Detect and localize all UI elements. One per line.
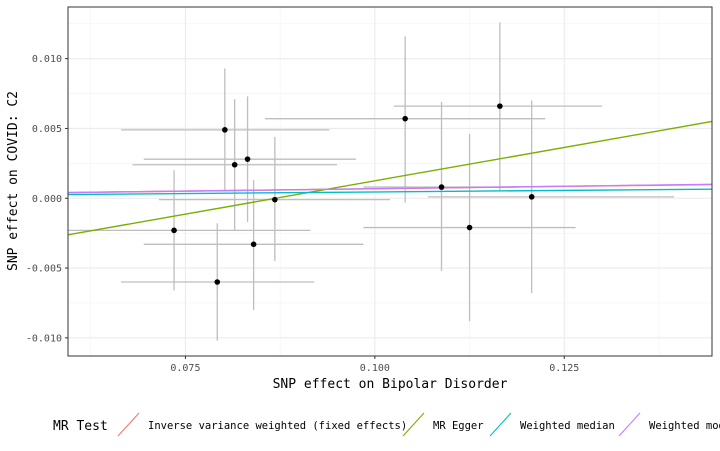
- x-axis-title: SNP effect on Bipolar Disorder: [273, 377, 508, 392]
- data-point: [244, 156, 251, 162]
- data-point: [250, 241, 257, 248]
- y-tick-label: 0.000: [32, 194, 62, 205]
- data-point: [402, 115, 408, 122]
- data-point: [497, 103, 503, 109]
- x-tick-label: 0.125: [549, 363, 579, 374]
- data-point: [214, 279, 221, 285]
- data-points: [171, 103, 535, 285]
- data-point: [171, 227, 177, 234]
- x-tick-label: 0.075: [170, 363, 200, 374]
- plot-panel: [68, 7, 712, 356]
- legend: Inverse variance weighted (fixed effects…: [117, 412, 720, 437]
- legend-key: [618, 412, 641, 437]
- data-point: [466, 224, 473, 231]
- legend-key: [402, 412, 425, 437]
- regression-line: [67, 120, 713, 236]
- data-point: [272, 196, 278, 203]
- y-tick-label: -0.010: [26, 333, 62, 344]
- legend-label: Weighted median: [520, 420, 615, 432]
- regression-lines: [67, 120, 713, 236]
- legend-title: MR Test: [53, 419, 108, 434]
- data-point: [231, 161, 238, 168]
- legend-key: [117, 412, 140, 437]
- x-tick-label: 0.100: [360, 363, 390, 374]
- regression-line: [67, 183, 713, 194]
- y-tick-label: 0.005: [32, 124, 62, 135]
- data-point: [528, 194, 535, 200]
- grid-lines: [68, 7, 712, 356]
- data-point: [438, 184, 445, 190]
- x-axis-ticks: 0.075 0.100 0.125: [170, 356, 579, 374]
- y-axis-title: SNP effect on COVID: C2: [6, 91, 21, 271]
- y-axis-ticks: -0.010 -0.005 0.000 0.005 0.010: [26, 54, 68, 344]
- legend-key: [489, 412, 512, 437]
- regression-line: [67, 188, 713, 196]
- y-tick-label: -0.005: [26, 264, 62, 275]
- data-point: [222, 127, 228, 133]
- y-tick-label: 0.010: [32, 54, 62, 65]
- legend-label: MR Egger: [433, 420, 484, 432]
- legend-label: Inverse variance weighted (fixed effects…: [148, 420, 407, 432]
- legend-label: Weighted mode: [649, 420, 720, 432]
- plot-border: [67, 6, 713, 357]
